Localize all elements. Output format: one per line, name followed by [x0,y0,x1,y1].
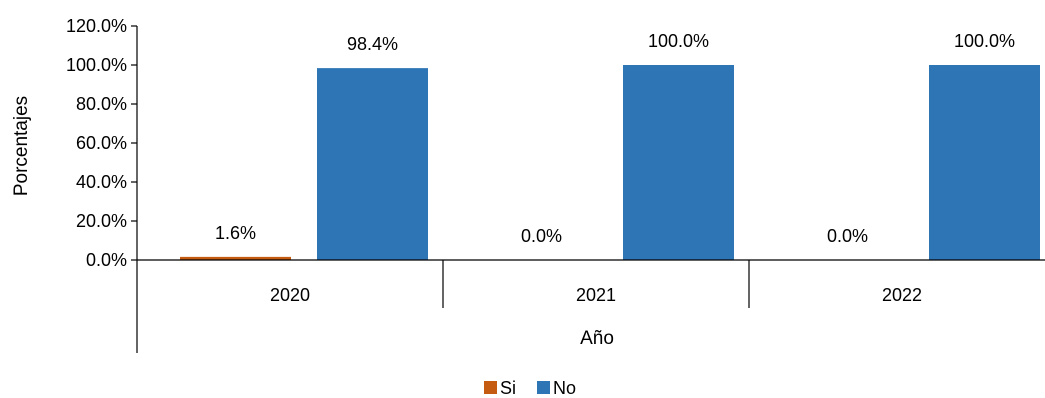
legend-label-si: Si [500,378,516,398]
data-label: 0.0% [827,226,868,246]
bars [180,65,1040,261]
y-tick-label: 0.0% [86,250,127,270]
x-tick-label: 2021 [576,285,616,305]
data-labels: 1.6% 0.0% 0.0% 98.4% 100.0% 100.0% [215,31,1015,246]
data-label: 100.0% [648,31,709,51]
data-label: 1.6% [215,223,256,243]
data-label: 100.0% [954,31,1015,51]
bar-si [180,256,291,260]
x-tick-label: 2022 [882,285,922,305]
y-tick-label: 40.0% [76,172,127,192]
legend-swatch-si [484,381,497,394]
bar-no [929,65,1040,260]
x-axis-ticks: 2020 2021 2022 [270,285,922,305]
bar-no [623,65,734,260]
axes [136,26,1045,353]
data-label: 98.4% [347,34,398,54]
y-tick-label: 120.0% [66,16,127,36]
y-tick-label: 20.0% [76,211,127,231]
legend-swatch-no [537,381,550,394]
y-tick-label: 60.0% [76,133,127,153]
legend-label-no: No [553,378,576,398]
legend: Si No [484,378,576,398]
y-tick-label: 100.0% [66,55,127,75]
bar-no [317,68,428,261]
x-axis-title: Año [580,328,614,349]
data-label: 0.0% [521,226,562,246]
y-tick-label: 80.0% [76,94,127,114]
y-axis-title: Porcentajes [11,96,32,196]
x-tick-label: 2020 [270,285,310,305]
y-axis-ticks: 0.0% 20.0% 40.0% 60.0% 80.0% 100.0% 120.0% [66,16,137,270]
